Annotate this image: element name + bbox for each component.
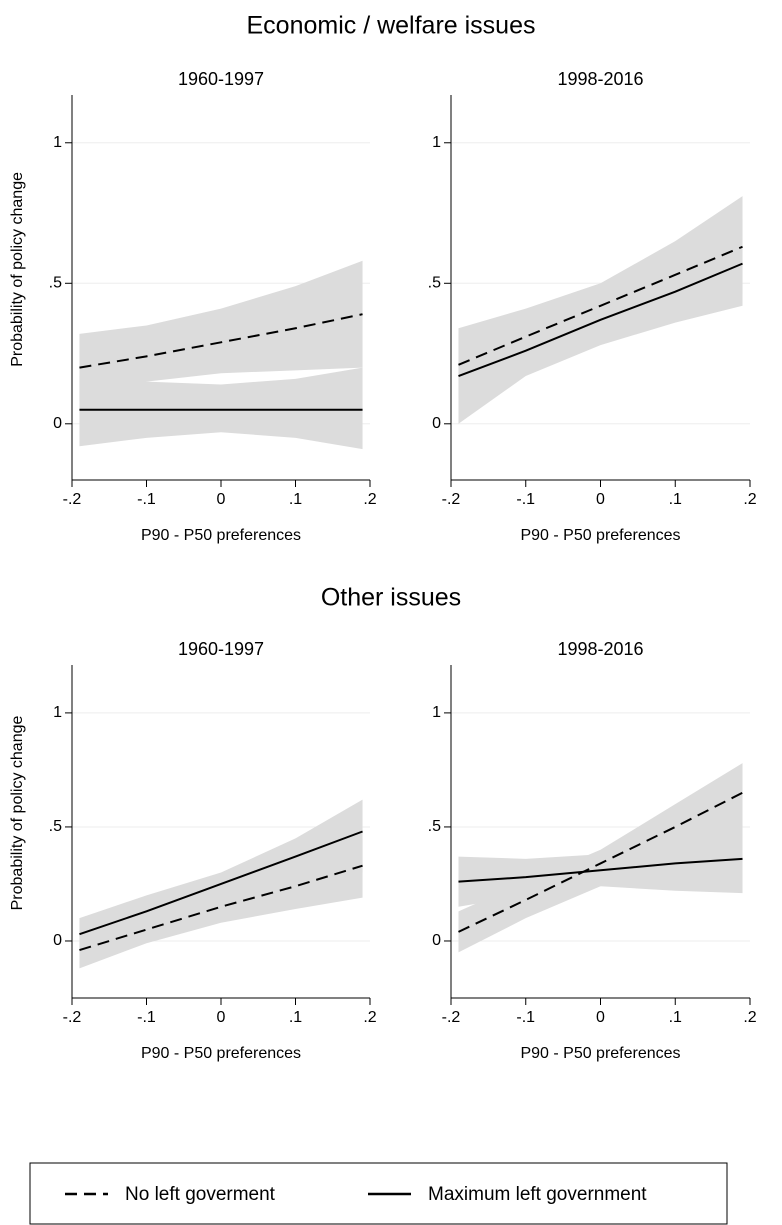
line: [79, 864, 363, 952]
y-tick-label: .5: [49, 275, 62, 292]
y-tick-label: 1: [53, 134, 62, 151]
x-tick-label: .2: [363, 1009, 376, 1026]
y-tick-label: 1: [53, 704, 62, 721]
line: [458, 245, 743, 366]
x-tick-label: -.1: [137, 1009, 156, 1026]
y-tick-label: .5: [428, 818, 441, 835]
x-tick-label: .1: [669, 1009, 682, 1026]
x-axis-label: P90 - P50 preferences: [520, 527, 680, 544]
x-tick-label: -.2: [442, 1009, 461, 1026]
confidence-band: [79, 799, 363, 953]
panel-title: 1960-1997: [178, 69, 264, 89]
y-tick-label: 0: [53, 415, 62, 432]
line: [79, 313, 363, 369]
x-tick-label: .2: [743, 491, 756, 508]
y-tick-label: 0: [432, 415, 441, 432]
x-tick-label: .2: [743, 1009, 756, 1026]
line: [79, 830, 363, 936]
confidence-band: [458, 824, 743, 907]
line: [458, 857, 743, 883]
panel-title: 1998-2016: [557, 639, 643, 659]
panel-title: 1960-1997: [178, 639, 264, 659]
x-tick-label: .1: [669, 491, 682, 508]
group-title: Other issues: [321, 584, 461, 612]
panel-title: 1998-2016: [557, 69, 643, 89]
x-tick-label: -.1: [516, 491, 535, 508]
x-tick-label: -.2: [442, 491, 461, 508]
x-tick-label: 0: [217, 491, 226, 508]
x-tick-label: -.2: [63, 1009, 82, 1026]
x-tick-label: 0: [596, 1009, 605, 1026]
x-tick-label: .1: [289, 1009, 302, 1026]
y-tick-label: .5: [49, 818, 62, 835]
legend-box: [29, 1162, 728, 1225]
legend-label: No left goverment: [125, 1184, 276, 1205]
group-title: Economic / welfare issues: [246, 12, 535, 40]
legend-label: Maximum left government: [428, 1184, 647, 1205]
x-tick-label: -.2: [63, 491, 82, 508]
x-tick-label: 0: [596, 491, 605, 508]
line: [458, 262, 743, 377]
line: [458, 791, 743, 933]
x-tick-label: -.1: [137, 491, 156, 508]
x-tick-label: .1: [289, 491, 302, 508]
y-tick-label: 1: [432, 134, 441, 151]
x-axis-label: P90 - P50 preferences: [141, 527, 301, 544]
x-tick-label: 0: [217, 1009, 226, 1026]
x-axis-label: P90 - P50 preferences: [520, 1045, 680, 1062]
confidence-band: [458, 218, 743, 424]
x-axis-label: P90 - P50 preferences: [141, 1045, 301, 1062]
confidence-band: [79, 260, 363, 402]
y-tick-label: 1: [432, 704, 441, 721]
y-axis-label: Probability of policy change: [9, 715, 26, 910]
x-tick-label: -.1: [516, 1009, 535, 1026]
y-tick-label: 0: [53, 932, 62, 949]
y-tick-label: 0: [432, 932, 441, 949]
x-tick-label: .2: [363, 491, 376, 508]
confidence-band: [79, 367, 363, 450]
y-tick-label: .5: [428, 275, 441, 292]
y-axis-label: Probability of policy change: [9, 172, 26, 367]
